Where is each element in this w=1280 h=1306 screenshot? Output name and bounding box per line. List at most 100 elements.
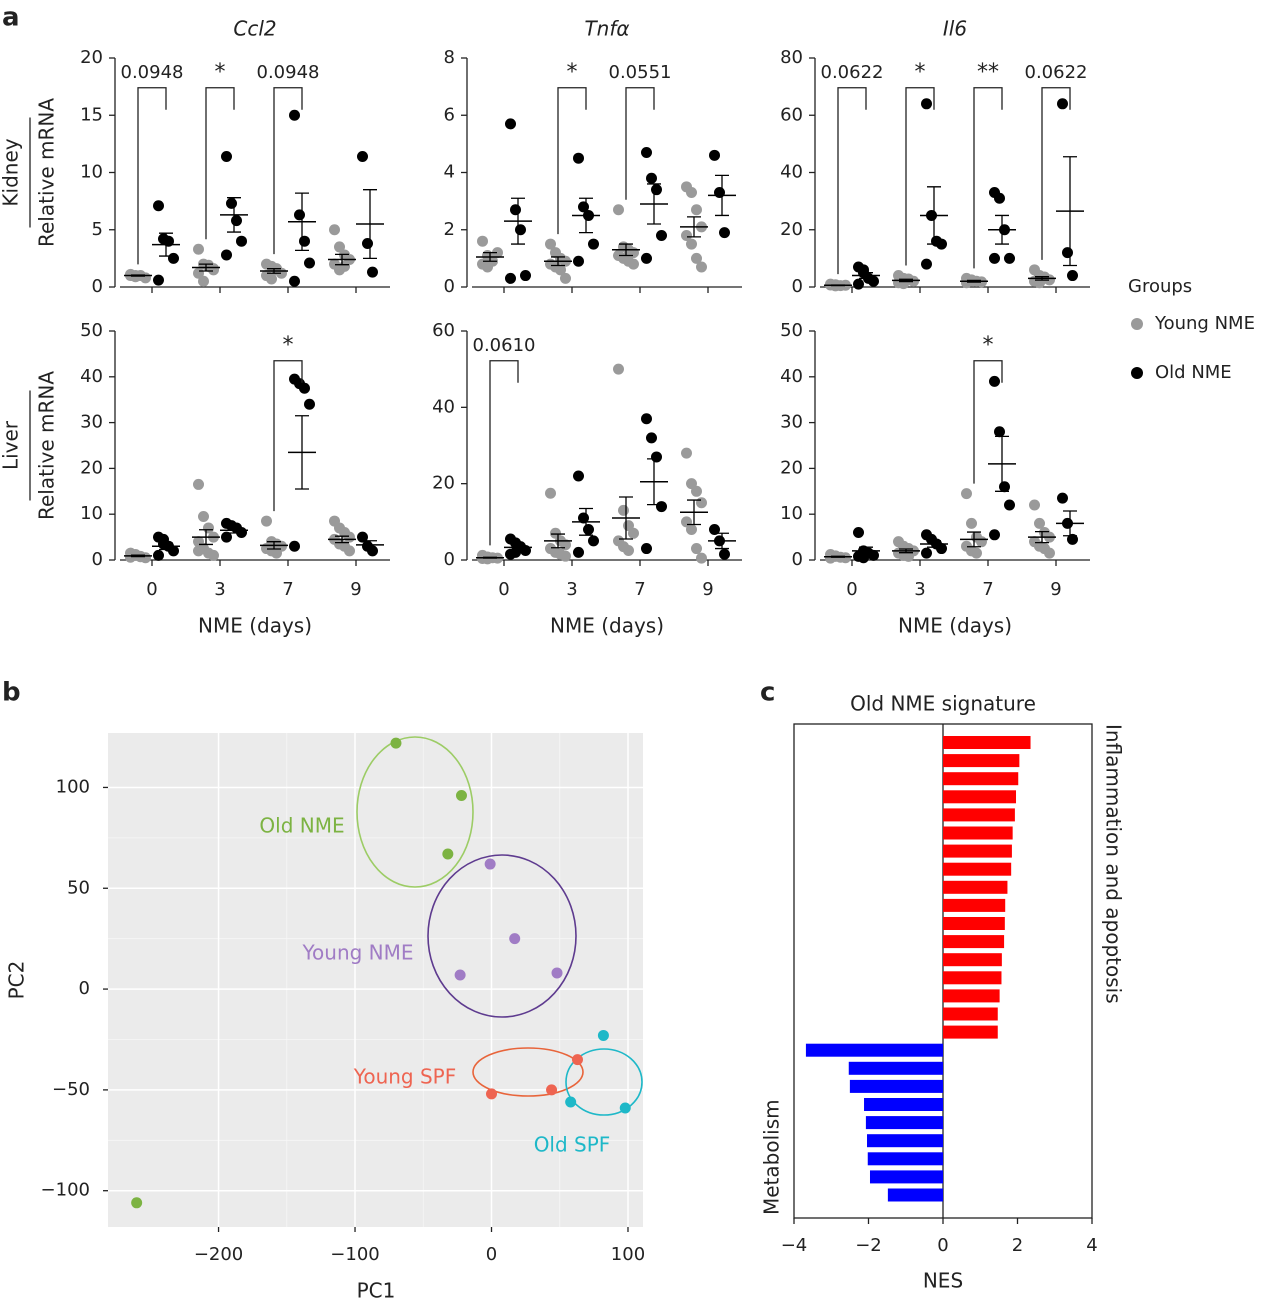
data-point [560, 550, 571, 562]
error-bar [551, 256, 565, 267]
error-bar [1035, 530, 1049, 544]
significance-bracket [1041, 87, 1071, 260]
error-bar [227, 526, 241, 534]
data-point [299, 235, 310, 247]
error-bar [715, 174, 729, 217]
data-point [198, 275, 209, 287]
data-point [193, 243, 204, 255]
y-tick-label: 0 [92, 276, 103, 297]
data-point [482, 261, 493, 273]
y-tick-label: 0 [444, 549, 455, 570]
data-point [1057, 98, 1068, 110]
y-tick-label: 0 [444, 276, 455, 297]
error-bar [131, 274, 145, 277]
y-tick-label: 40 [780, 366, 803, 387]
data-point [1062, 247, 1073, 259]
error-bar [995, 435, 1009, 492]
data-point [304, 257, 315, 269]
legend-label: Young NME [1154, 313, 1255, 334]
x-tick-label: −200 [194, 1244, 243, 1265]
data-point [691, 543, 702, 555]
data-point [505, 272, 516, 284]
significance-bracket [273, 360, 303, 512]
data-point [140, 272, 151, 284]
group-label: Young SPF [353, 1065, 456, 1089]
error-bar [267, 268, 281, 274]
data-point [334, 241, 345, 253]
data-point [641, 543, 652, 555]
data-point [719, 548, 730, 560]
legend-swatch [1131, 318, 1143, 330]
error-bar [687, 499, 701, 526]
y-tick-label: 30 [780, 412, 803, 433]
significance-label: 0.0610 [473, 335, 536, 356]
data-point [691, 204, 702, 216]
data-point [367, 266, 378, 278]
data-point [858, 264, 869, 276]
significance-label: * [915, 60, 926, 85]
x-tick-label: 7 [282, 579, 293, 600]
data-point [936, 238, 947, 250]
error-bar [511, 544, 525, 551]
data-point [509, 933, 521, 945]
bar [943, 844, 1012, 858]
data-point [1067, 270, 1078, 282]
legend-label: Old NME [1155, 362, 1232, 383]
x-tick-label: 0 [486, 1244, 497, 1265]
y-tick-label: 2 [444, 219, 455, 240]
data-point [1057, 492, 1068, 504]
error-bar [927, 186, 941, 245]
data-point [619, 1102, 631, 1114]
data-point [709, 523, 720, 535]
row-label: Kidney [0, 138, 23, 206]
y-tick-label: 50 [67, 877, 90, 898]
data-point [994, 426, 1005, 438]
data-point [289, 540, 300, 552]
panel-label: b [2, 678, 21, 708]
x-axis-label: PC1 [357, 1279, 396, 1303]
data-point [193, 478, 204, 490]
y-tick-label: 20 [432, 473, 455, 494]
significance-label: 0.0551 [609, 62, 672, 83]
data-point [153, 549, 164, 561]
bar [943, 862, 1012, 876]
bar [867, 1152, 943, 1166]
bar [849, 1079, 943, 1093]
data-point [989, 252, 1000, 264]
significance-bracket [837, 87, 867, 275]
error-bar [967, 531, 981, 548]
chart-title: Tnfα [584, 17, 629, 41]
data-point [573, 255, 584, 267]
data-point [641, 252, 652, 264]
y-tick-label: 10 [780, 503, 803, 524]
data-point [221, 531, 232, 543]
data-point [271, 547, 282, 559]
data-point [573, 470, 584, 482]
panel-label: c [760, 678, 775, 708]
data-point [454, 969, 466, 981]
group-label: Old SPF [534, 1133, 611, 1157]
bar [864, 1098, 943, 1111]
legend-swatch [1131, 367, 1143, 379]
data-point [686, 523, 697, 535]
bar [943, 1007, 998, 1021]
bar [943, 772, 1019, 786]
data-point [681, 447, 692, 459]
y-tick-label: 6 [444, 104, 455, 125]
error-bar [831, 555, 845, 558]
y-axis-label: PC2 [5, 961, 29, 1000]
data-point [1004, 499, 1015, 511]
significance-label: 0.0948 [121, 62, 184, 83]
y-tick-label: 0 [792, 549, 803, 570]
data-point [289, 109, 300, 121]
data-point [691, 252, 702, 264]
ellipse [565, 1048, 643, 1116]
error-bar [295, 415, 309, 490]
error-bar [227, 197, 241, 233]
error-bar [899, 278, 913, 283]
data-point [226, 197, 237, 209]
data-point [294, 209, 305, 221]
data-point [477, 235, 488, 247]
data-point [651, 451, 662, 463]
